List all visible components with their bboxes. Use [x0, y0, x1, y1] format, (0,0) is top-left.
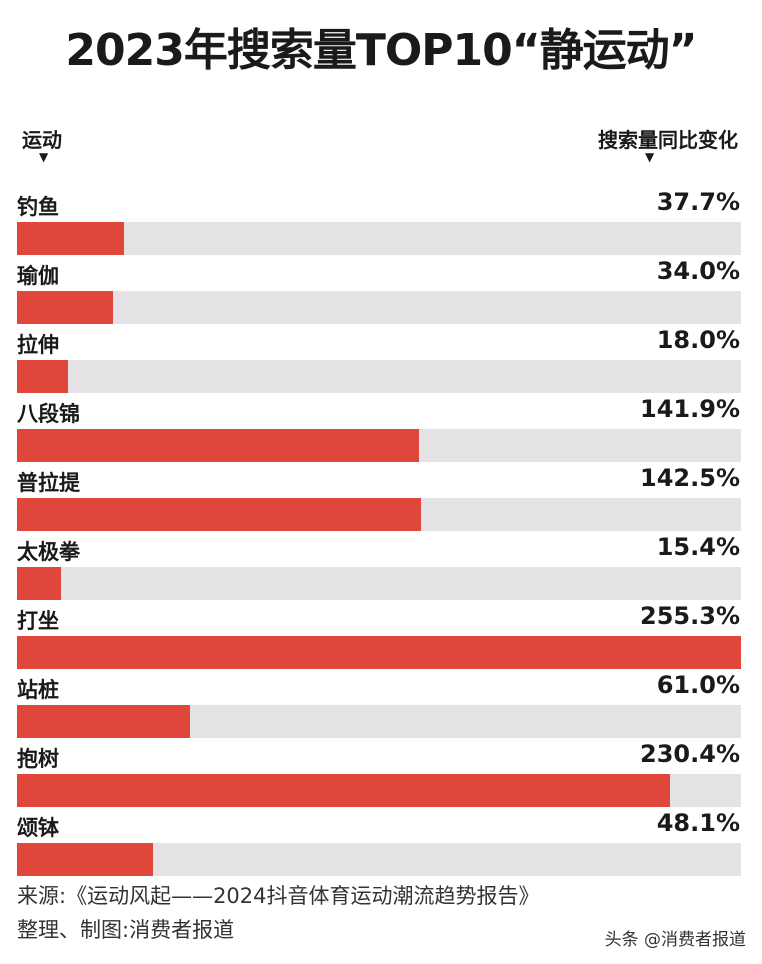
value-label: 142.5% [640, 464, 740, 492]
bar-track [17, 705, 741, 738]
category-label: 钓鱼 [17, 195, 59, 219]
bar [17, 705, 190, 738]
category-label: 八段锦 [17, 402, 80, 426]
bar-track [17, 498, 741, 531]
category-label: 站桩 [17, 678, 59, 702]
bar-track [17, 567, 741, 600]
value-header-arrow-icon: ▼ [645, 150, 655, 164]
bar [17, 222, 124, 255]
source-note: 来源:《运动风起——2024抖音体育运动潮流趋势报告》 [17, 884, 540, 908]
bar-track [17, 291, 741, 324]
value-label: 37.7% [656, 188, 740, 216]
chart-title: 2023年搜索量TOP10“静运动” [65, 25, 697, 76]
bar-track [17, 774, 741, 807]
value-label: 15.4% [656, 533, 740, 561]
bar [17, 498, 422, 531]
bar [17, 567, 61, 600]
category-label: 太极拳 [17, 540, 80, 564]
value-label: 48.1% [656, 809, 740, 837]
bar [17, 291, 114, 324]
value-label: 230.4% [640, 740, 740, 768]
bar [17, 843, 154, 876]
watermark: 头条 @消费者报道 [604, 930, 746, 950]
value-label: 255.3% [640, 602, 740, 630]
category-label: 抱树 [17, 747, 59, 771]
category-header: 运动 [22, 128, 62, 152]
bar [17, 429, 420, 462]
value-header: 搜索量同比变化 [598, 128, 738, 152]
value-label: 61.0% [656, 671, 740, 699]
bar [17, 636, 741, 669]
bar [17, 360, 69, 393]
category-label: 普拉提 [17, 471, 80, 495]
bar-track [17, 429, 741, 462]
bar-track [17, 636, 741, 669]
bar-track [17, 222, 741, 255]
category-label: 打坐 [17, 609, 59, 633]
value-label: 34.0% [656, 257, 740, 285]
bar [17, 774, 671, 807]
category-label: 瑜伽 [17, 264, 59, 288]
value-label: 141.9% [640, 395, 740, 423]
credit-note: 整理、制图:消费者报道 [17, 918, 235, 942]
category-label: 拉伸 [17, 333, 59, 357]
bar-track [17, 360, 741, 393]
value-label: 18.0% [656, 326, 740, 354]
category-label: 颂钵 [17, 816, 59, 840]
category-header-arrow-icon: ▼ [39, 150, 49, 164]
bar-track [17, 843, 741, 876]
